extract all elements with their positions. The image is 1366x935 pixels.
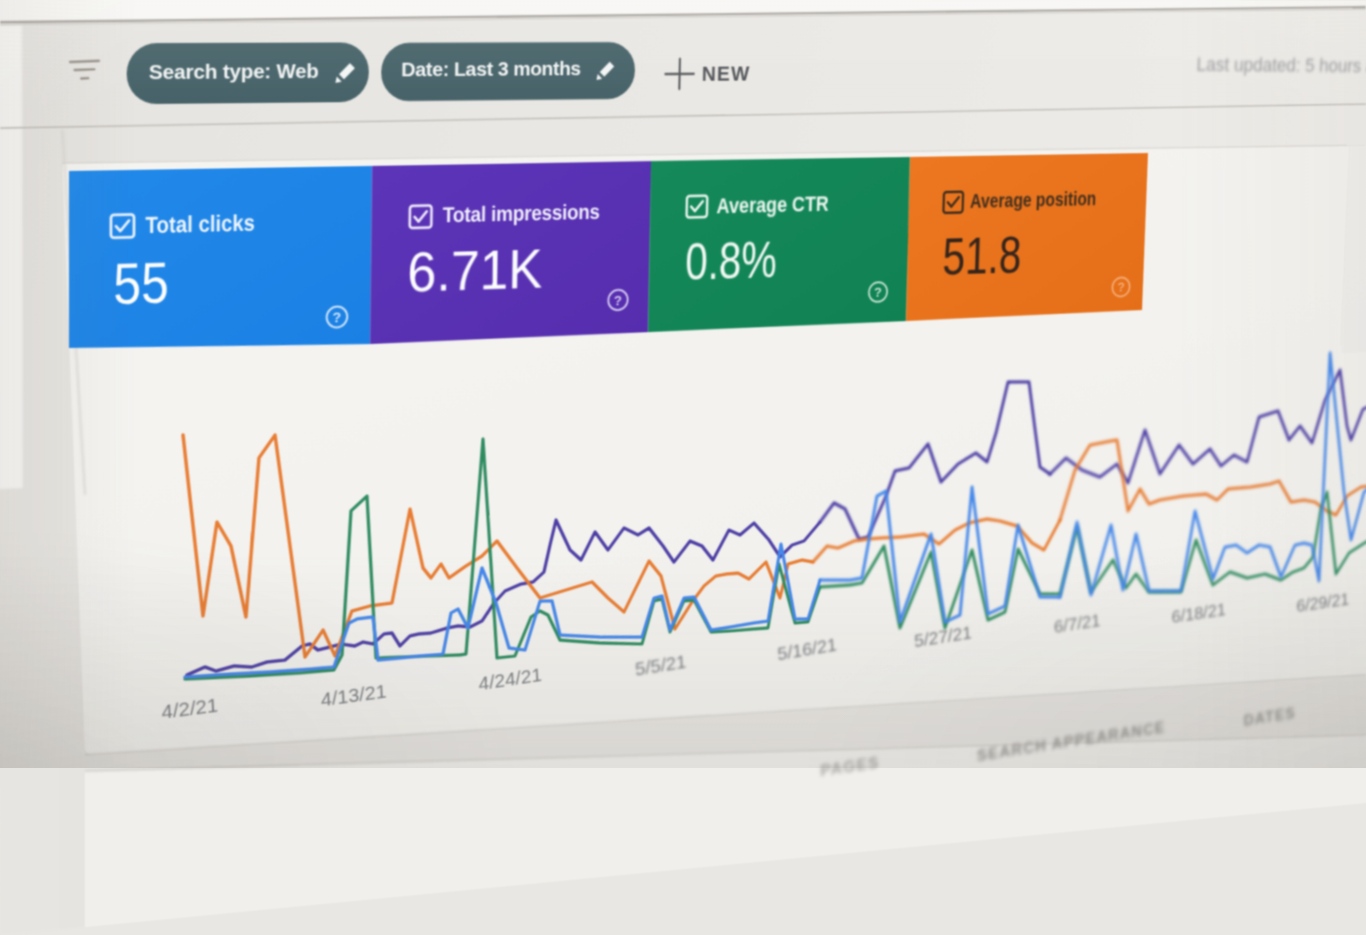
svg-text:?: ? xyxy=(333,310,342,326)
svg-text:?: ? xyxy=(1117,280,1125,295)
svg-text:?: ? xyxy=(614,293,623,309)
svg-text:?: ? xyxy=(874,285,882,300)
